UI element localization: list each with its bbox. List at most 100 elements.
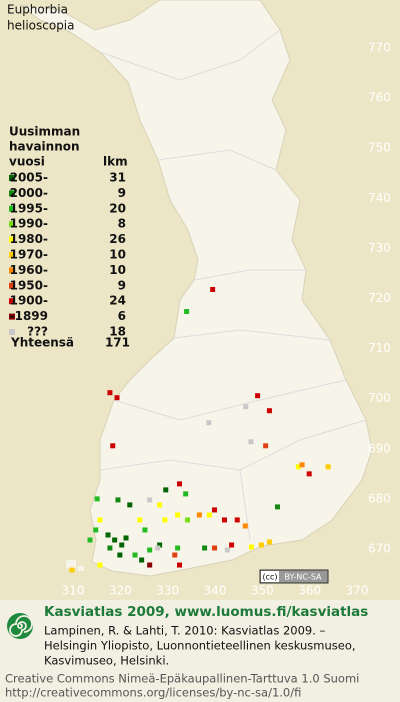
legend-count: 6 xyxy=(118,309,126,323)
x-tick-label: 320 xyxy=(109,584,132,598)
finland xyxy=(18,0,373,577)
aland xyxy=(66,560,84,571)
badge-text: BY-NC-SA xyxy=(284,573,322,582)
observation-square xyxy=(115,497,121,503)
legend-swatch xyxy=(9,190,15,197)
legend-count: 10 xyxy=(109,263,126,277)
legend-label: 2000- xyxy=(10,186,48,200)
legend-count: 24 xyxy=(109,294,126,308)
legend-count: 10 xyxy=(109,248,126,262)
observation-square xyxy=(212,507,218,513)
species-name: Euphorbia xyxy=(7,3,68,17)
observation-square xyxy=(177,562,182,568)
citation-line: Lampinen, R. & Lahti, T. 2010: Kasviatla… xyxy=(44,624,326,638)
citation-line: Kasvimuseo, Helsinki. xyxy=(44,654,169,668)
observation-square xyxy=(242,523,248,529)
observation-square xyxy=(127,502,133,508)
border xyxy=(157,149,277,171)
legend-swatch xyxy=(9,329,15,335)
y-tick-label: 760 xyxy=(368,91,391,105)
observation-square xyxy=(87,537,93,543)
badge-cc-mark: (cc) xyxy=(262,573,277,582)
legend-total: 171 xyxy=(105,336,130,350)
observation-square xyxy=(97,562,103,568)
legend-swatch xyxy=(9,267,15,274)
observation-square xyxy=(112,537,118,543)
cc-badge: (cc) BY-NC-SA xyxy=(259,569,329,584)
y-tick-label: 750 xyxy=(368,141,391,155)
observation-square xyxy=(172,552,178,558)
y-tick-label: 730 xyxy=(368,241,391,255)
observation-square xyxy=(157,542,163,548)
observation-square xyxy=(114,395,120,401)
x-tick-label: 350 xyxy=(251,584,274,598)
legend-label: 1900- xyxy=(10,294,48,308)
observation-square xyxy=(119,542,125,548)
observation-square xyxy=(94,496,100,502)
island xyxy=(78,566,84,571)
legend-label: ??? xyxy=(27,325,48,339)
observation-square xyxy=(147,547,153,553)
legend-count-header: lkm xyxy=(103,155,128,169)
observation-square xyxy=(206,420,212,426)
x-tick-label: 330 xyxy=(156,584,179,598)
legend-label: 1960- xyxy=(10,263,48,277)
observation-square xyxy=(206,512,212,518)
observation-square xyxy=(110,443,116,449)
border xyxy=(113,379,347,421)
legend-count: 9 xyxy=(118,186,126,200)
observation-square xyxy=(132,552,138,558)
legend-label: 1970- xyxy=(10,248,48,262)
y-tick-label: 680 xyxy=(368,491,391,505)
region-borders xyxy=(99,29,367,541)
observation-square xyxy=(306,471,312,477)
observation-square xyxy=(212,545,218,551)
observation-square xyxy=(177,481,182,487)
observation-square xyxy=(299,462,305,468)
observation-square xyxy=(139,557,145,563)
observation-square xyxy=(117,552,123,558)
island xyxy=(66,560,76,568)
observation-square xyxy=(210,286,216,292)
x-tick-label: 340 xyxy=(204,584,227,598)
observation-square xyxy=(258,542,264,548)
observation-square xyxy=(147,497,153,503)
observation-square xyxy=(229,542,235,548)
footer-bg xyxy=(0,600,400,702)
y-tick-label: 710 xyxy=(368,341,391,355)
y-tick-label: 740 xyxy=(368,191,391,205)
x-tick-label: 360 xyxy=(298,584,321,598)
observation-square xyxy=(184,309,190,315)
logo xyxy=(7,613,33,639)
species-name: helioscopia xyxy=(7,19,75,33)
y-tick-label: 690 xyxy=(368,441,391,455)
x-tick-label: 310 xyxy=(62,584,85,598)
observation-square xyxy=(69,567,75,573)
observation-square xyxy=(157,502,163,508)
legend-count: 8 xyxy=(118,217,126,231)
observation-square xyxy=(93,527,99,533)
observation-square xyxy=(248,544,254,550)
observation-square xyxy=(155,545,161,551)
y-tick-label: 770 xyxy=(368,41,391,55)
legend-title: havainnon xyxy=(9,140,80,154)
observation-square xyxy=(107,545,113,551)
observation-square xyxy=(255,393,261,399)
observation-square xyxy=(202,545,208,551)
observation-square xyxy=(163,487,169,493)
observation-square xyxy=(221,517,227,523)
y-tick-label: 720 xyxy=(368,291,391,305)
observation-square xyxy=(295,464,301,470)
license-line: http://creativecommons.org/licenses/by-n… xyxy=(5,686,301,700)
legend-label: -1899 xyxy=(10,309,48,323)
observation-square xyxy=(325,464,331,470)
badge-cc xyxy=(261,571,279,582)
legend-title: vuosi xyxy=(9,155,45,169)
legend-count: 26 xyxy=(109,232,126,246)
legend-swatch xyxy=(9,298,15,305)
border xyxy=(193,269,306,281)
observation-square xyxy=(183,491,189,497)
observation-square xyxy=(234,517,240,523)
